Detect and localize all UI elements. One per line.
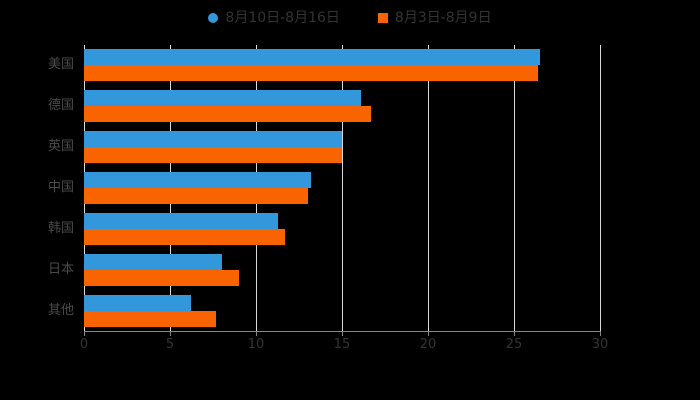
- category-label: 其他: [47, 302, 74, 318]
- category-label: 韩国: [47, 220, 74, 236]
- legend-item-series-2[interactable]: 8月3日-8月9日: [377, 5, 492, 31]
- bar[interactable]: [84, 188, 308, 204]
- x-tick-label: 20: [419, 337, 437, 352]
- x-tick-label: 0: [79, 337, 89, 352]
- x-tick-mark: [514, 331, 515, 336]
- legend-item-series-1[interactable]: 8月10日-8月16日: [208, 5, 340, 31]
- x-tick-mark: [428, 331, 429, 336]
- bar[interactable]: [84, 131, 342, 148]
- bar[interactable]: [84, 172, 312, 188]
- chart-legend: 8月10日-8月16日 8月3日-8月9日: [0, 5, 700, 31]
- x-tick-mark: [342, 331, 343, 336]
- x-tick-label: 25: [505, 337, 523, 352]
- bar[interactable]: [84, 310, 217, 327]
- bar[interactable]: [84, 294, 191, 311]
- category-label: 中国: [47, 180, 74, 195]
- legend-label-series-2: 8月3日-8月9日: [394, 10, 492, 26]
- bar[interactable]: [84, 253, 222, 270]
- gridline: [428, 45, 429, 331]
- x-tick-label: 30: [591, 337, 609, 352]
- gridline: [514, 45, 515, 331]
- legend-circle-marker-icon: [208, 13, 219, 23]
- bar[interactable]: [84, 228, 286, 245]
- legend-square-marker-icon: [377, 13, 388, 23]
- plot-area: [84, 45, 601, 331]
- bar[interactable]: [84, 269, 239, 286]
- category-label: 英国: [47, 139, 74, 155]
- category-label: 日本: [47, 261, 74, 277]
- bar[interactable]: [84, 212, 279, 229]
- bar[interactable]: [84, 106, 372, 123]
- category-label: 德国: [47, 98, 74, 114]
- bar[interactable]: [84, 49, 540, 66]
- gridline: [342, 45, 343, 331]
- gridline: [600, 45, 601, 331]
- bar[interactable]: [84, 147, 342, 164]
- x-tick-label: 5: [165, 337, 175, 352]
- x-tick-label: 15: [333, 337, 351, 352]
- x-tick-label: 10: [247, 337, 265, 352]
- category-label: 美国: [47, 57, 74, 73]
- bar[interactable]: [84, 65, 539, 82]
- legend-label-series-1: 8月10日-8月16日: [225, 10, 340, 26]
- bar[interactable]: [84, 90, 361, 107]
- x-tick-mark: [256, 331, 257, 336]
- x-tick-mark: [170, 331, 171, 336]
- x-tick-mark: [84, 331, 85, 336]
- x-tick-mark: [600, 331, 601, 336]
